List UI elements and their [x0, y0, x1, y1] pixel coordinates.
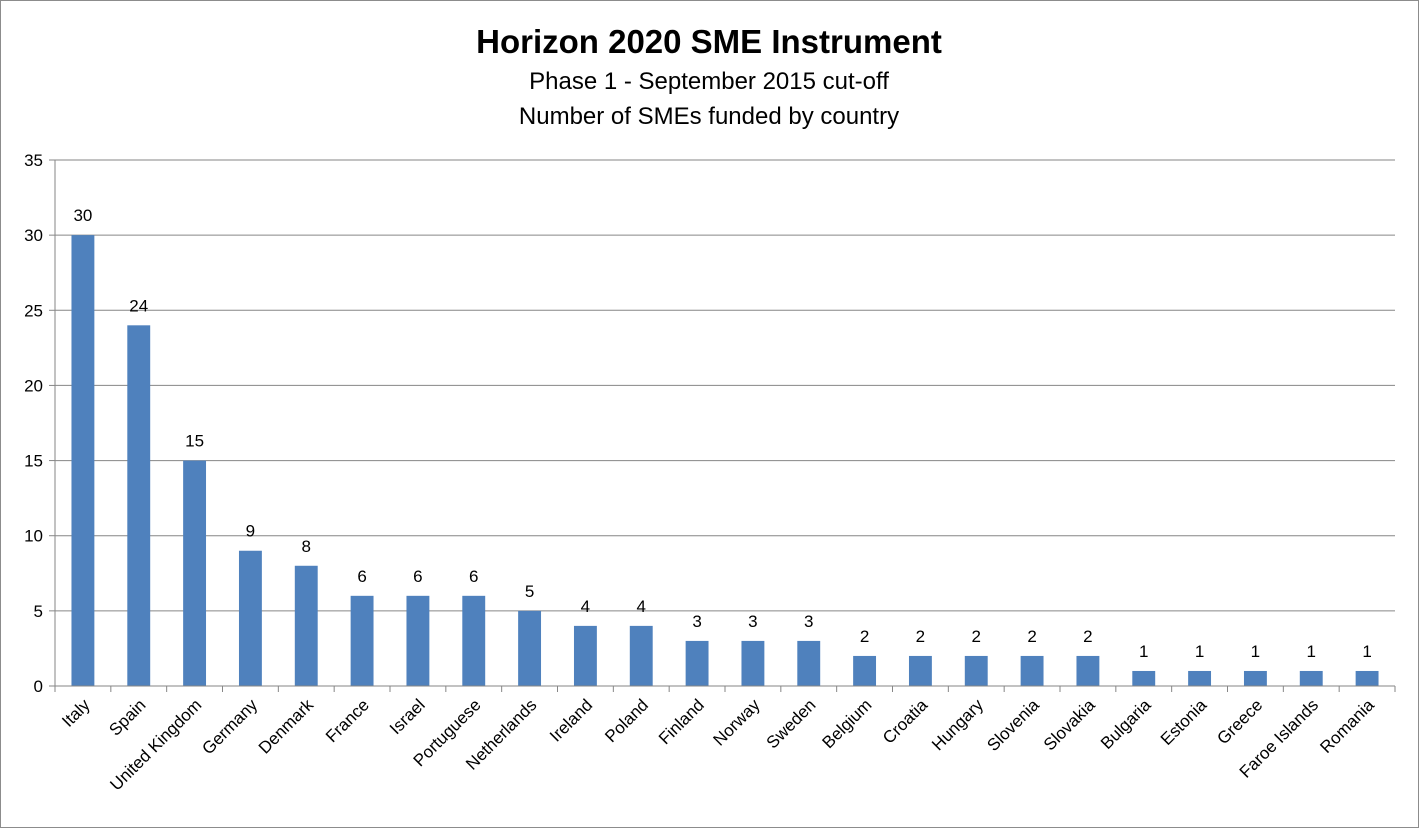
- x-tick-label: Italy: [58, 695, 94, 731]
- bar-ireland: [573, 625, 597, 686]
- bar-slovakia: [1076, 655, 1100, 686]
- bar-sweden: [797, 640, 821, 686]
- x-tick-label: Bulgaria: [1097, 695, 1155, 753]
- y-tick-label: 35: [24, 151, 43, 170]
- x-tick-label: Poland: [601, 695, 652, 746]
- y-tick-label: 15: [24, 452, 43, 471]
- bar-united-kingdom: [183, 460, 207, 686]
- bar-poland: [629, 625, 653, 686]
- data-label: 2: [860, 627, 869, 646]
- x-tick-label: Hungary: [928, 695, 987, 754]
- bar-croatia: [908, 655, 932, 686]
- data-label: 4: [581, 597, 590, 616]
- bar-netherlands: [518, 610, 542, 686]
- data-label: 1: [1362, 642, 1371, 661]
- data-label: 15: [185, 432, 204, 451]
- x-tick-label: Belgium: [819, 695, 876, 752]
- data-label: 1: [1307, 642, 1316, 661]
- y-axis-ticks: 0 5 10 15 20 25 30 35: [24, 151, 55, 696]
- bar-finland: [685, 640, 709, 686]
- data-label: 6: [357, 567, 366, 586]
- data-label: 2: [916, 627, 925, 646]
- data-label: 3: [804, 612, 813, 631]
- bars: [71, 235, 1379, 686]
- y-tick-label: 5: [34, 602, 43, 621]
- chart-subtitle-line-2: Number of SMEs funded by country: [519, 103, 899, 130]
- bar-italy: [71, 235, 95, 686]
- data-label: 2: [972, 627, 981, 646]
- data-label: 2: [1083, 627, 1092, 646]
- data-label: 1: [1251, 642, 1260, 661]
- x-tick-label: Estonia: [1157, 695, 1211, 749]
- data-label: 9: [246, 522, 255, 541]
- bar-israel: [406, 595, 430, 686]
- x-tick-label: Spain: [105, 695, 149, 739]
- bar-hungary: [964, 655, 988, 686]
- axes: [54, 160, 1395, 687]
- x-tick-label: Slovakia: [1040, 695, 1099, 754]
- x-tick-label: Romania: [1316, 695, 1378, 757]
- data-label: 24: [129, 296, 148, 315]
- y-tick-label: 0: [34, 677, 43, 696]
- data-label: 4: [637, 597, 646, 616]
- bar-slovenia: [1020, 655, 1044, 686]
- x-tick-label: France: [322, 695, 373, 746]
- x-tick-label: Finland: [655, 695, 708, 748]
- x-tick-label: Croatia: [879, 695, 932, 748]
- bar-france: [350, 595, 374, 686]
- bar-bulgaria: [1132, 670, 1156, 686]
- y-tick-label: 10: [24, 527, 43, 546]
- bar-portuguese: [462, 595, 486, 686]
- data-label: 1: [1195, 642, 1204, 661]
- x-tick-label: Israel: [386, 695, 429, 738]
- x-tick-label: Ireland: [546, 695, 596, 745]
- bar-norway: [741, 640, 765, 686]
- data-label: 8: [302, 537, 311, 556]
- chart-subtitle-line-1: Phase 1 - September 2015 cut-off: [529, 68, 889, 95]
- x-tick-label: Greece: [1213, 695, 1266, 748]
- data-label: 6: [413, 567, 422, 586]
- data-label: 3: [748, 612, 757, 631]
- data-label: 3: [692, 612, 701, 631]
- y-tick-label: 20: [24, 376, 43, 395]
- data-label: 6: [469, 567, 478, 586]
- bar-estonia: [1188, 670, 1212, 686]
- x-tick-label: Sweden: [763, 695, 820, 752]
- data-label: 30: [73, 206, 92, 225]
- data-labels: 30 24 15 9 8 6 6 6 5 4 4 3 3 3 2 2 2 2 2 1 1 1 1 1: [73, 206, 1371, 661]
- data-label: 2: [1027, 627, 1036, 646]
- gridlines: [55, 159, 1395, 612]
- data-label: 1: [1139, 642, 1148, 661]
- y-tick-label: 30: [24, 226, 43, 245]
- bar-belgium: [853, 655, 877, 686]
- x-tick-label: Denmark: [255, 695, 318, 758]
- y-tick-label: 25: [24, 301, 43, 320]
- bar-spain: [127, 325, 151, 686]
- bar-faroe-islands: [1299, 670, 1323, 686]
- x-tick-label: Norway: [710, 695, 765, 750]
- x-tick-label: Germany: [198, 695, 261, 758]
- data-label: 5: [525, 582, 534, 601]
- bar-greece: [1243, 670, 1267, 686]
- bar-romania: [1355, 670, 1379, 686]
- chart-title: Horizon 2020 SME Instrument: [476, 23, 942, 60]
- bar-germany: [238, 550, 262, 686]
- x-tick-label: Slovenia: [983, 695, 1043, 755]
- bar-denmark: [294, 565, 318, 686]
